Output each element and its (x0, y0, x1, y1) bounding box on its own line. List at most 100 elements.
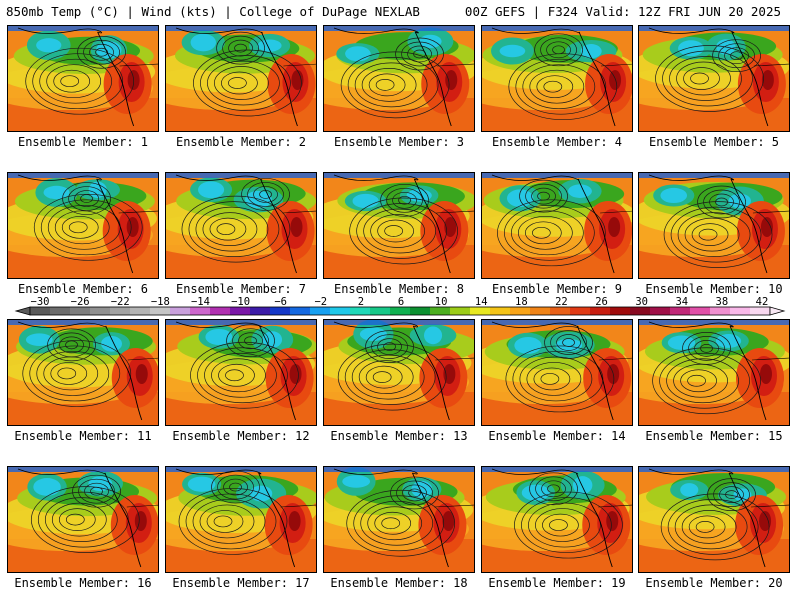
pressure-contour (684, 217, 740, 252)
heat-dome-core (608, 217, 621, 237)
colorbar-swatch (110, 307, 131, 315)
pressure-contour (519, 356, 593, 402)
pressure-contour (62, 182, 111, 215)
cold-core (257, 39, 282, 52)
pressure-contour (725, 490, 738, 500)
pressure-contour (340, 51, 450, 119)
pressure-contour (669, 56, 742, 101)
cold-core (198, 181, 225, 199)
pressure-contour (383, 342, 396, 351)
pressure-contour (529, 472, 578, 506)
us-canada-border (752, 210, 789, 214)
pressure-contour (531, 187, 556, 205)
coastline (730, 178, 768, 274)
pressure-contour (95, 47, 108, 57)
alaska-coastline (17, 321, 107, 328)
cold-core (715, 334, 742, 348)
alaska-coastline (333, 321, 418, 328)
arctic-edge (166, 320, 316, 325)
pressure-contour (512, 351, 604, 407)
pressure-contour (47, 328, 96, 362)
pressure-contour (703, 189, 740, 215)
arctic-edge (482, 467, 632, 472)
coastline (105, 325, 143, 421)
arctic-edge (8, 320, 158, 325)
cold-core (514, 336, 542, 354)
us-canada-border (436, 210, 474, 214)
pressure-contour (374, 511, 412, 535)
pressure-contour (358, 360, 414, 394)
pressure-contour (228, 39, 253, 57)
pressure-contour (674, 504, 748, 550)
us-canada-border (283, 63, 316, 67)
colorbar-tick-label: 30 (635, 296, 648, 308)
heat-dome-core (609, 70, 622, 90)
pressure-contour (90, 486, 103, 496)
coastline (578, 31, 616, 127)
ensemble-member-map (323, 25, 475, 132)
pressure-contour (398, 195, 411, 205)
pressure-contour (351, 354, 425, 400)
arctic-edge (324, 173, 474, 178)
pressure-contour (386, 187, 423, 213)
pressure-contour (241, 178, 290, 211)
member-map-graphic (482, 173, 632, 278)
pressure-contour (396, 480, 433, 506)
alaska-coastline (491, 468, 579, 475)
cold-core (572, 476, 593, 495)
cold-core (506, 189, 534, 208)
pressure-contour (216, 223, 236, 236)
ensemble-member-map (638, 319, 790, 426)
pressure-contour (381, 517, 401, 530)
pressure-contour (188, 201, 280, 258)
pressure-contour (46, 64, 102, 99)
heat-dome-core (761, 70, 774, 90)
alaska-coastline (648, 27, 735, 34)
cold-core (342, 475, 371, 488)
pressure-contour (540, 373, 560, 385)
alaska-coastline (491, 27, 580, 34)
pressure-contour (514, 491, 623, 559)
pressure-contour (652, 347, 761, 415)
us-canada-border (599, 357, 632, 361)
pressure-contour (193, 49, 302, 117)
colorbar-swatch (170, 307, 191, 315)
chart-title: 850mb Temp (°C) | Wind (kts) | College o… (6, 4, 420, 19)
pressure-contour (74, 190, 99, 207)
coastline (259, 325, 296, 421)
pressure-contour (214, 66, 269, 100)
coastline (576, 325, 614, 421)
cold-core (568, 184, 592, 198)
pressure-contour (247, 182, 284, 207)
pressure-contour (78, 478, 115, 504)
pressure-contour (535, 476, 572, 502)
heat-dome-core (442, 511, 455, 531)
pressure-contour (60, 75, 80, 88)
colorbar-swatch (150, 307, 171, 315)
colorbar-swatch (450, 307, 471, 315)
pressure-contour (84, 482, 109, 500)
coastline (577, 178, 615, 274)
heat-dome-core (443, 364, 456, 384)
pressure-contour (213, 515, 233, 528)
coastline (258, 472, 296, 568)
pressure-contour (537, 191, 550, 201)
pressure-contour (53, 332, 90, 358)
heat-dome-core (289, 364, 302, 384)
pressure-contour (698, 228, 718, 241)
pressure-contour (550, 330, 587, 355)
cold-core (96, 41, 122, 59)
alaska-coastline (175, 27, 263, 34)
colorbar-swatch (190, 307, 211, 315)
colorbar-swatch (590, 307, 611, 315)
us-canada-border (435, 357, 474, 361)
cold-core (352, 193, 379, 209)
heat-dome-core (759, 511, 772, 531)
us-canada-border (118, 210, 158, 214)
pressure-contour (534, 33, 583, 67)
heat-dome-core (444, 217, 457, 237)
ensemble-member-map (323, 172, 475, 279)
pressure-contour (718, 43, 755, 69)
member-map-graphic (639, 320, 789, 425)
member-map-graphic (166, 26, 316, 131)
